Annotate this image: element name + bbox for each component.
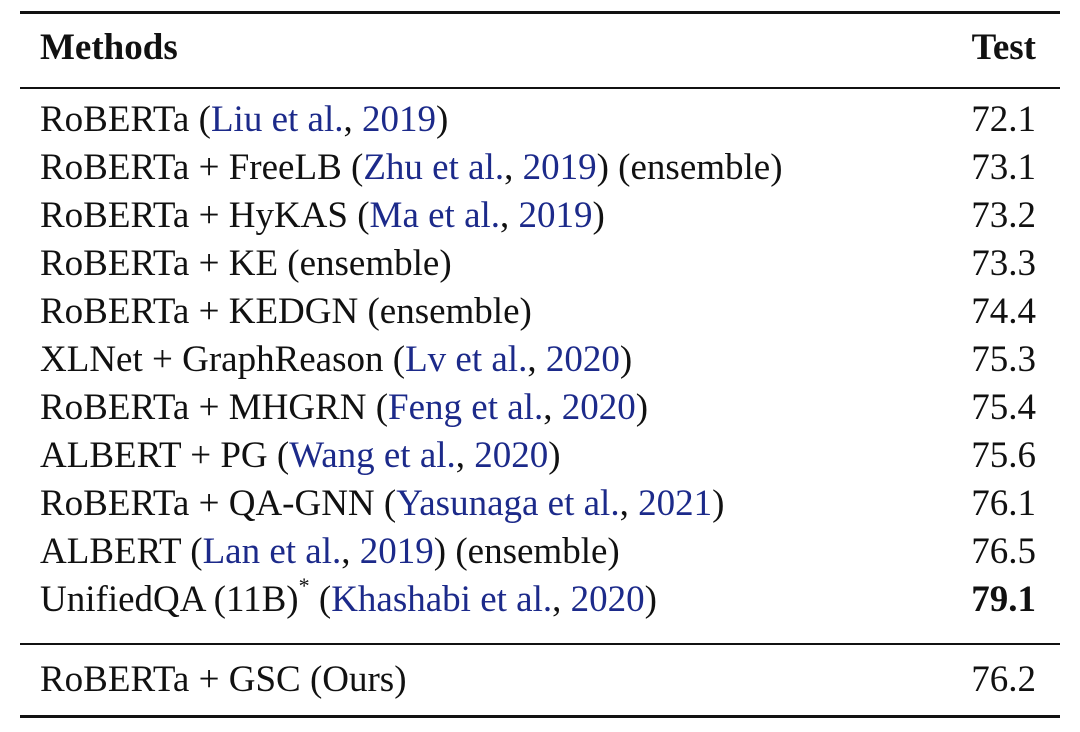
method-name: ALBERT + PG [40,435,268,476]
header-rule [20,87,1060,89]
citation-year[interactable]: 2019 [361,99,436,140]
mid-rule [20,643,1060,645]
table-row: RoBERTa + MHGRN (Feng et al., 2020) 75.4 [40,384,1036,432]
citation-author[interactable]: Feng et al. [388,387,544,428]
citation-author[interactable]: Ma et al. [369,195,501,236]
test-score: 79.1 [971,579,1036,620]
table-row: RoBERTa + QA-GNN (Yasunaga et al., 2021)… [40,480,1036,528]
ours-method: RoBERTa + GSC (Ours) [40,659,407,700]
test-score: 75.3 [971,339,1036,380]
methods-header: Methods [40,27,178,68]
method-name: RoBERTa [40,99,190,140]
table-row: ALBERT + PG (Wang et al., 2020) 75.6 [40,432,1036,480]
table-row: ALBERT (Lan et al., 2019) (ensemble) 76.5 [40,528,1036,576]
test-score: 73.2 [971,195,1036,236]
citation-author[interactable]: Zhu et al. [363,147,505,188]
table-row: RoBERTa + FreeLB (Zhu et al., 2019) (ens… [40,144,1036,192]
ours-score: 76.2 [971,659,1036,700]
test-score: 76.1 [971,483,1036,524]
table-row: RoBERTa + HyKAS (Ma et al., 2019) 73.2 [40,192,1036,240]
header-row: Methods Test [40,24,1036,72]
citation-author[interactable]: Lv et al. [405,339,528,380]
method-name: RoBERTa + QA-GNN [40,483,375,524]
method-name: RoBERTa + KE (ensemble) [40,243,452,284]
citation-year[interactable]: 2019 [522,147,597,188]
method-name: RoBERTa + KEDGN (ensemble) [40,291,532,332]
test-score: 74.4 [971,291,1036,332]
method-name: RoBERTa + FreeLB [40,147,342,188]
method-cell: ALBERT (Lan et al., 2019) (ensemble) [40,531,620,572]
top-rule [20,11,1060,14]
citation-year[interactable]: 2020 [561,387,636,428]
table-row: RoBERTa + KE (ensemble) 73.3 [40,240,1036,288]
citation-year[interactable]: 2019 [518,195,593,236]
method-name: ALBERT [40,531,181,572]
table-row: XLNet + GraphReason (Lv et al., 2020) 75.… [40,336,1036,384]
ours-row: RoBERTa + GSC (Ours) 76.2 [40,656,1036,704]
test-score: 75.6 [971,435,1036,476]
citation-year[interactable]: 2019 [359,531,434,572]
table-row: RoBERTa + KEDGN (ensemble) 74.4 [40,288,1036,336]
method-cell: XLNet + GraphReason (Lv et al., 2020) [40,339,633,380]
citation-year[interactable]: 2021 [638,483,713,524]
method-cell: RoBERTa + HyKAS (Ma et al., 2019) [40,195,605,236]
method-name: XLNet + GraphReason [40,339,384,380]
method-cell: ALBERT + PG (Wang et al., 2020) [40,435,561,476]
table-row: RoBERTa (Liu et al., 2019) 72.1 [40,96,1036,144]
method-cell: RoBERTa (Liu et al., 2019) [40,99,449,140]
method-name: RoBERTa + HyKAS [40,195,348,236]
test-score: 73.3 [971,243,1036,284]
method-name: UnifiedQA (11B) [40,579,299,620]
method-cell: UnifiedQA (11B)* (Khashabi et al., 2020) [40,573,657,621]
table-row: UnifiedQA (11B)* (Khashabi et al., 2020)… [40,573,1036,624]
citation-year[interactable]: 2020 [545,339,620,380]
test-score: 72.1 [971,99,1036,140]
test-score: 73.1 [971,147,1036,188]
method-cell: RoBERTa + QA-GNN (Yasunaga et al., 2021) [40,483,725,524]
citation-year[interactable]: 2020 [474,435,549,476]
method-cell: RoBERTa + MHGRN (Feng et al., 2020) [40,387,649,428]
method-cell: RoBERTa + KE (ensemble) [40,240,452,288]
citation-author[interactable]: Yasunaga et al. [396,483,620,524]
footnote-marker: * [298,573,310,598]
test-score: 76.5 [971,531,1036,572]
method-cell: RoBERTa + KEDGN (ensemble) [40,288,532,336]
method-cell: RoBERTa + FreeLB (Zhu et al., 2019) (ens… [40,147,783,188]
bottom-rule [20,715,1060,718]
citation-author[interactable]: Lan et al. [202,531,342,572]
method-name: RoBERTa + MHGRN [40,387,367,428]
citation-author[interactable]: Liu et al. [210,99,344,140]
test-header: Test [971,27,1036,68]
method-suffix: (ensemble) [455,531,620,572]
test-score: 75.4 [971,387,1036,428]
citation-year[interactable]: 2020 [570,579,645,620]
citation-author[interactable]: Wang et al. [289,435,456,476]
method-suffix: (ensemble) [618,147,783,188]
citation-author[interactable]: Khashabi et al. [331,579,553,620]
